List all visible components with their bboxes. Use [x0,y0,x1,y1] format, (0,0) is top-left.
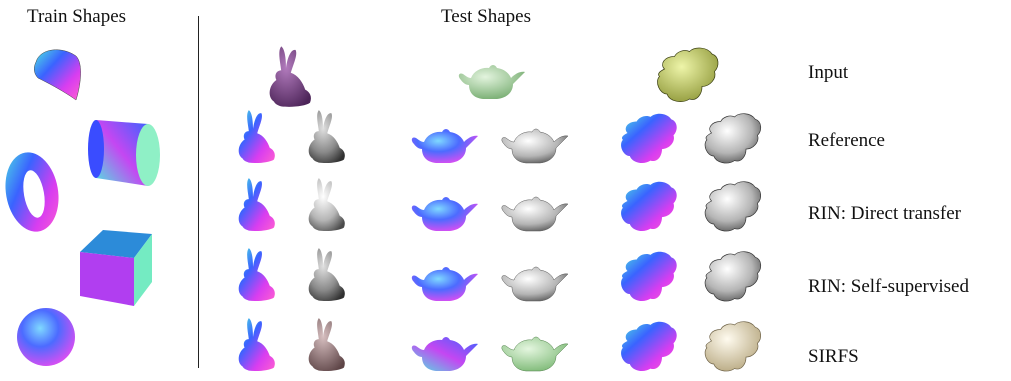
train-shape-cube [80,230,152,306]
train-shape-cone [34,49,81,101]
train-shapes-header: Train Shapes [27,6,127,27]
sirfs-monkey-normal [621,321,677,371]
self-bunny-shading [308,248,345,301]
direct-teapot-shading [501,196,569,232]
self-teapot-normal [411,267,478,301]
reference-bunny-shading [308,110,345,163]
row-label-input: Input [808,62,849,83]
direct-monkey-shading [704,181,762,232]
input-monkey [656,47,719,103]
reference-monkey-shading [704,113,762,164]
train-shape-cylinder [88,120,160,186]
self-monkey-shading [704,251,762,302]
sirfs-bunny-shading [308,318,345,371]
row-label-rin-self: RIN: Self-supervised [808,276,969,297]
row-label-sirfs: SIRFS [808,346,859,367]
direct-bunny-shading [308,178,345,231]
sirfs-teapot-normal [411,337,478,371]
direct-teapot-normal [411,197,478,231]
row-label-reference: Reference [808,130,885,151]
column-divider [198,16,199,368]
reference-teapot-shading [501,128,569,164]
sirfs-monkey-shading [704,321,762,372]
reference-bunny-normal [238,110,275,163]
direct-monkey-normal [621,181,677,231]
train-shape-sphere [17,308,75,366]
reference-monkey-normal [621,113,677,163]
sirfs-bunny-normal [238,318,275,371]
self-monkey-normal [621,251,677,301]
row-label-rin-direct: RIN: Direct transfer [808,203,961,224]
train-shape-torus [5,152,59,232]
self-teapot-shading [501,266,569,302]
sirfs-teapot-shading [501,336,569,372]
direct-bunny-normal [238,178,275,231]
reference-teapot-normal [411,129,478,163]
test-shapes-header: Test Shapes [441,6,531,27]
self-bunny-normal [238,248,275,301]
input-teapot [458,65,525,99]
input-bunny [269,46,311,107]
